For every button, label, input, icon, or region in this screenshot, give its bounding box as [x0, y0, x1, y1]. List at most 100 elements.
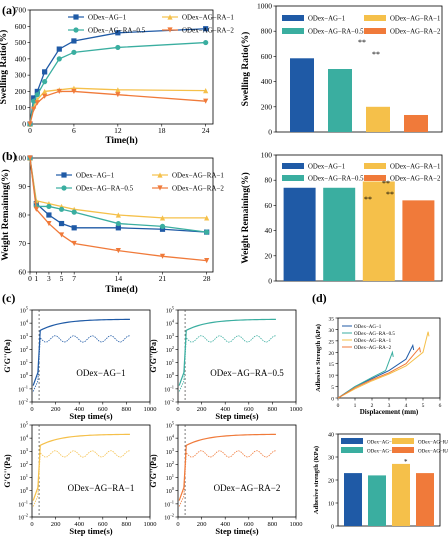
legend-swatch — [364, 163, 386, 169]
x-tick-label: 4 — [405, 403, 408, 409]
x-tick-label: 0 — [176, 406, 179, 413]
x-tick-label: 1000 — [290, 406, 303, 413]
bar — [323, 187, 356, 281]
y-tick-label: 10-2 — [164, 513, 174, 522]
panel-label-d: (d) — [312, 291, 327, 305]
x-tick-label: 0 — [28, 126, 32, 135]
legend-swatch — [364, 15, 386, 21]
y-axis-label: Weight Remaining(%) — [240, 172, 251, 264]
data-point — [56, 46, 62, 52]
x-tick-label: 6 — [72, 126, 76, 135]
data-point — [71, 240, 77, 247]
y-tick-label: 10-1 — [18, 384, 28, 393]
y-axis-label: Adhesive Strength (kPa) — [315, 324, 322, 392]
series-line — [29, 157, 207, 262]
legend-label: ODex−AG−1 — [308, 164, 345, 171]
legend-marker — [157, 172, 163, 178]
data-point — [27, 121, 33, 127]
legend-label: ODex−AG−RA−0.5 — [367, 450, 408, 455]
x-tick-label: 200 — [197, 521, 207, 528]
legend-label: ODex−AG−RA−0.5 — [88, 27, 146, 35]
y-tick-label: 80 — [19, 211, 27, 220]
legend-label: ODex−AG−1 — [354, 325, 382, 330]
y-tick-label: 103 — [20, 332, 29, 341]
y-tick-label: 103 — [166, 332, 175, 341]
panel-label-c: (c) — [2, 291, 15, 305]
data-point — [46, 220, 52, 227]
legend-label: ODex−AG−RA−1 — [418, 441, 448, 446]
y-tick-label: 100 — [20, 371, 29, 380]
y-axis-label: Swelling Ratio(%) — [0, 30, 9, 105]
data-point — [159, 253, 166, 259]
y-axis-label: Adhesive strength (KPa) — [313, 446, 320, 514]
legend-label: ODex−AG−RA−2 — [182, 27, 234, 35]
x-tick-label: 400 — [74, 406, 84, 413]
data-point — [159, 215, 166, 221]
x-tick-label: 1 — [34, 274, 38, 283]
plot-frame — [337, 317, 441, 399]
y-tick-label: 100 — [261, 151, 273, 160]
x-tick-label: 600 — [244, 406, 254, 413]
plot-frame — [31, 309, 151, 403]
x-tick-label: 800 — [122, 521, 132, 528]
data-point — [159, 223, 166, 229]
y-axis-label: G'G''(Pa) — [149, 454, 158, 488]
data-point — [46, 203, 52, 210]
y-tick-label: 0 — [331, 525, 334, 531]
y-tick-label: 30 — [328, 456, 334, 462]
x-tick-label: 800 — [268, 406, 278, 413]
y-tick-label: 0 — [331, 397, 334, 403]
data-point — [31, 98, 37, 104]
legend-label: ODex−AG−1 — [367, 441, 395, 446]
y-tick-label: 104 — [20, 434, 29, 443]
y-axis-label: Swelling Ratio(%) — [240, 32, 251, 107]
legend-marker — [167, 14, 173, 20]
bar — [362, 181, 395, 281]
x-axis-label: Time(d) — [105, 284, 138, 295]
y-tick-label: 0 — [268, 277, 272, 286]
panel-label-a: (a) — [2, 3, 16, 17]
data-point — [58, 220, 65, 227]
bar — [283, 187, 316, 281]
y-tick-label: 20 — [329, 351, 335, 357]
x-tick-label: 0 — [30, 406, 33, 413]
series-line — [337, 346, 421, 399]
significance-mark: ** — [358, 38, 366, 47]
x-tick-label: 0 — [30, 521, 33, 528]
data-point — [27, 155, 33, 161]
data-point — [115, 30, 121, 36]
y-tick-label: 20 — [265, 251, 273, 260]
y-tick-label: 101 — [166, 473, 174, 482]
plot-frame — [275, 5, 443, 133]
x-axis-label: Time(h) — [105, 135, 138, 146]
y-tick-label: 200 — [261, 102, 273, 111]
x-axis-label: Step time(s) — [215, 411, 258, 421]
x-tick-label: 24 — [202, 126, 210, 135]
loss-modulus-line — [178, 335, 277, 392]
y-tick-label: 40 — [328, 433, 334, 439]
panel-label-b: (b) — [2, 149, 17, 163]
x-tick-label: 400 — [220, 406, 230, 413]
significance-mark: ** — [386, 190, 394, 199]
legend-label: ODex−AG−RA−2 — [390, 29, 441, 36]
data-point — [56, 56, 62, 62]
legend-marker — [73, 14, 79, 20]
plot-frame — [275, 154, 443, 282]
legend-label: ODex−AG−RA−1 — [390, 16, 440, 23]
data-point — [71, 88, 77, 95]
data-point — [33, 206, 39, 212]
legend-label: ODex−AG−RA−0.5 — [354, 332, 395, 337]
legend-label: ODex−AG−RA−1 — [182, 14, 234, 22]
x-tick-label: 2 — [371, 403, 374, 409]
legend-label: ODex−AG−RA−0.5 — [308, 29, 364, 36]
legend-label: ODex−AG−RA−2 — [172, 185, 224, 193]
y-tick-label: 103 — [166, 447, 175, 456]
storage-modulus-line — [32, 318, 130, 386]
y-tick-label: 600 — [261, 52, 273, 61]
data-point — [71, 209, 77, 215]
y-tick-label: 15 — [329, 362, 335, 368]
data-point — [31, 106, 37, 112]
legend-label: ODex−AG−RA−0.5 — [76, 185, 134, 193]
x-tick-label: 400 — [74, 521, 84, 528]
